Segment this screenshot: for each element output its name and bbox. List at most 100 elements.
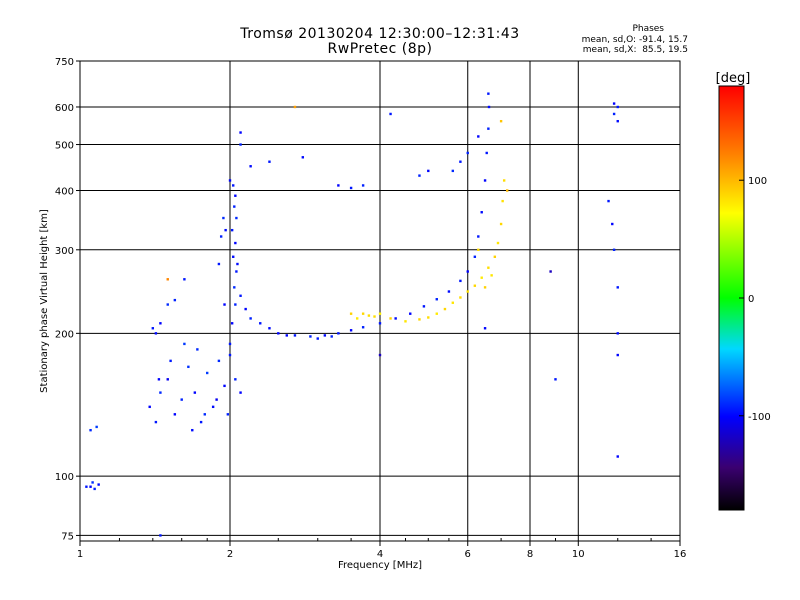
data-point-o [316,337,319,340]
data-point-o [378,322,382,325]
data-point-o [166,378,169,381]
data-point-o [233,205,236,208]
colorbar-tick-label: -100 [748,412,771,423]
data-point-x [361,312,365,315]
data-point-o [409,312,412,315]
data-point-o [477,235,480,238]
data-point-o [259,322,262,325]
data-point-o [549,270,552,273]
data-point-o [361,326,365,329]
data-point-x [477,248,480,251]
x-tick-label: 10 [572,549,585,560]
data-point-o [487,92,490,95]
data-point-o [151,327,155,330]
x-axis-label: Frequency [MHz] [338,560,422,571]
data-point-o [93,487,96,491]
data-point-o [361,184,365,187]
data-point-o [234,378,237,381]
data-point-o [389,112,392,116]
data-point-o [612,248,616,251]
data-point-o [485,151,488,155]
data-point-o [612,102,616,105]
colorbar-tick-label: 100 [748,176,767,187]
data-point-o [435,298,438,301]
data-point-o [616,455,619,458]
data-point-o [459,279,462,283]
data-point-o [616,286,619,289]
data-point-o [217,262,221,266]
data-point-x [466,290,469,293]
data-point-o [480,211,483,214]
data-point-o [349,329,353,332]
data-point-o [244,307,247,311]
data-point-o [378,353,382,357]
data-point-o [293,334,297,337]
y-tick-label: 300 [55,246,74,257]
data-point-o [236,262,239,266]
data-point-o [154,420,158,424]
data-point-o [427,169,430,173]
data-point-o [607,199,610,203]
data-point-x [166,278,169,281]
data-point-o [487,105,491,109]
data-point-o [233,286,236,289]
data-point-o [148,405,151,409]
y-tick-label: 600 [55,103,74,114]
x-tick-label: 2 [227,549,233,560]
colorbar-label: [deg] [716,71,751,86]
data-point-o [234,241,237,245]
data-point-o [91,481,94,484]
phase-stats-title: Phases [632,24,664,34]
data-point-o [616,332,619,335]
data-point-o [349,186,353,190]
data-point-o [466,151,469,155]
data-point-o [323,334,327,337]
data-point-o [268,327,271,330]
x-tick-label: 8 [527,549,533,560]
data-point-x [435,312,438,315]
data-point-o [394,317,397,320]
data-point-o [477,135,480,138]
data-point-x [373,315,376,318]
data-point-o [187,365,190,369]
data-point-x [451,301,455,304]
data-point-o [219,235,223,238]
data-point-x [496,241,500,245]
y-tick-label: 200 [55,329,74,340]
data-point-o [232,184,235,187]
data-point-x [499,119,503,123]
y-tick-label: 750 [55,57,74,68]
data-point-o [466,270,469,273]
data-point-x [443,307,447,311]
data-point-x [505,189,509,192]
data-point-o [451,169,455,173]
data-point-o [159,534,162,537]
data-point-o [418,174,421,177]
data-point-o [239,294,242,297]
data-point-o [483,327,487,330]
data-point-x [487,266,490,269]
data-point-x [502,179,506,182]
data-point-x [404,320,407,323]
data-point-o [232,255,235,258]
x-tick-label: 6 [465,549,471,560]
data-point-o [223,303,226,306]
data-point-o [205,371,209,375]
data-point-o [483,179,487,182]
data-point-o [228,179,232,182]
data-point-o [554,378,557,381]
data-point-o [211,405,215,409]
data-point-x [367,314,371,317]
data-point-o [239,391,242,394]
data-point-o [89,428,92,432]
data-point-o [228,353,232,357]
data-point-x [427,316,430,319]
data-point-o [611,222,614,226]
phase-stats-o: mean, sd,O: -91.4, 15.7 [581,35,688,45]
data-point-o [235,270,238,273]
data-point-o [230,228,234,232]
data-point-o [193,391,197,394]
data-point-o [203,413,206,416]
data-points [85,92,619,537]
